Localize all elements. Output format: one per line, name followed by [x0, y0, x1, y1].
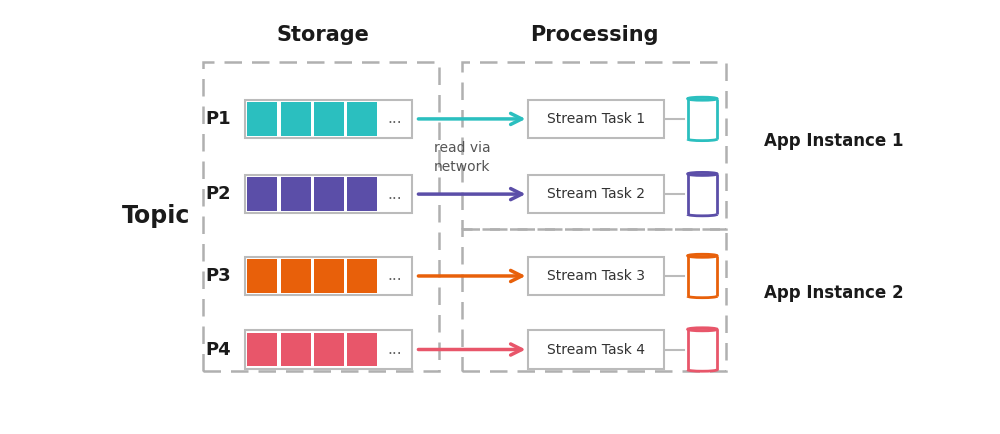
Text: Stream Task 4: Stream Task 4: [547, 342, 645, 356]
Text: read via
network: read via network: [434, 141, 490, 174]
FancyBboxPatch shape: [247, 259, 277, 293]
FancyBboxPatch shape: [528, 175, 664, 214]
FancyBboxPatch shape: [347, 102, 377, 136]
Text: Stream Task 3: Stream Task 3: [547, 269, 645, 283]
Text: ...: ...: [388, 187, 402, 202]
FancyBboxPatch shape: [528, 100, 664, 138]
FancyBboxPatch shape: [314, 332, 344, 366]
FancyBboxPatch shape: [347, 177, 377, 211]
Text: Storage: Storage: [276, 26, 369, 46]
Text: ...: ...: [388, 269, 402, 283]
FancyBboxPatch shape: [528, 330, 664, 369]
FancyBboxPatch shape: [347, 259, 377, 293]
FancyBboxPatch shape: [281, 177, 311, 211]
Text: P3: P3: [206, 267, 231, 285]
FancyBboxPatch shape: [245, 257, 412, 295]
Text: P2: P2: [206, 185, 231, 203]
FancyBboxPatch shape: [247, 102, 277, 136]
FancyBboxPatch shape: [281, 102, 311, 136]
Text: Topic: Topic: [122, 204, 190, 228]
Text: P1: P1: [206, 110, 231, 128]
FancyBboxPatch shape: [245, 330, 412, 369]
FancyBboxPatch shape: [314, 177, 344, 211]
FancyBboxPatch shape: [314, 259, 344, 293]
FancyBboxPatch shape: [247, 332, 277, 366]
Text: P4: P4: [206, 341, 231, 358]
Text: ...: ...: [388, 342, 402, 357]
FancyBboxPatch shape: [314, 102, 344, 136]
FancyBboxPatch shape: [281, 332, 311, 366]
FancyBboxPatch shape: [347, 332, 377, 366]
FancyBboxPatch shape: [528, 257, 664, 295]
Text: Stream Task 1: Stream Task 1: [547, 112, 645, 126]
FancyBboxPatch shape: [281, 259, 311, 293]
Text: Processing: Processing: [530, 26, 658, 46]
FancyBboxPatch shape: [247, 177, 277, 211]
FancyBboxPatch shape: [245, 100, 412, 138]
Text: ...: ...: [388, 112, 402, 126]
FancyBboxPatch shape: [245, 175, 412, 214]
Text: Stream Task 2: Stream Task 2: [547, 187, 645, 201]
Text: App Instance 1: App Instance 1: [764, 132, 904, 150]
Text: App Instance 2: App Instance 2: [764, 284, 904, 302]
